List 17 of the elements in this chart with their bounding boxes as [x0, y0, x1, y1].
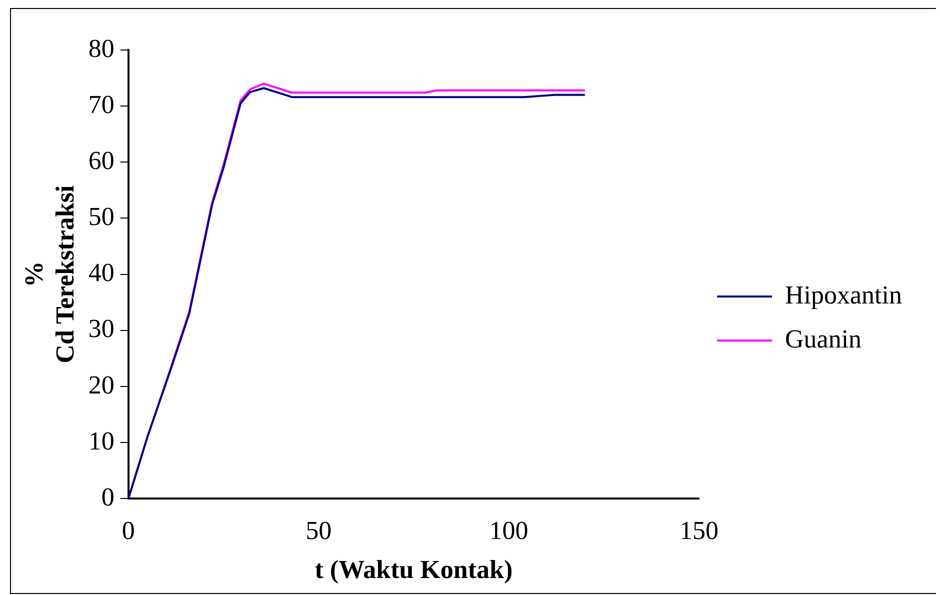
x-tick-label: 100 — [489, 516, 528, 546]
x-tick-label: 0 — [122, 516, 135, 546]
y-tick-label: 80 — [88, 34, 114, 63]
y-tick-label: 40 — [88, 258, 114, 288]
x-tick-label: 150 — [680, 516, 719, 546]
x-tick-label: 50 — [306, 516, 332, 546]
y-tick-label: 60 — [88, 146, 114, 175]
y-tick-label: 30 — [88, 314, 114, 344]
y-axis-title: % Cd Terekstraksi — [19, 185, 80, 364]
y-tick-label: 20 — [88, 370, 114, 400]
y-tick-label: 50 — [88, 202, 114, 232]
y-tick-label: 0 — [101, 482, 114, 512]
y-tick-label: 10 — [88, 426, 114, 456]
y-tick-label: 70 — [88, 90, 114, 119]
x-axis-title: t (Waktu Kontak) — [314, 555, 513, 584]
legend-label: Guanin — [785, 324, 862, 354]
legend-label: Hipoxantin — [785, 280, 902, 310]
